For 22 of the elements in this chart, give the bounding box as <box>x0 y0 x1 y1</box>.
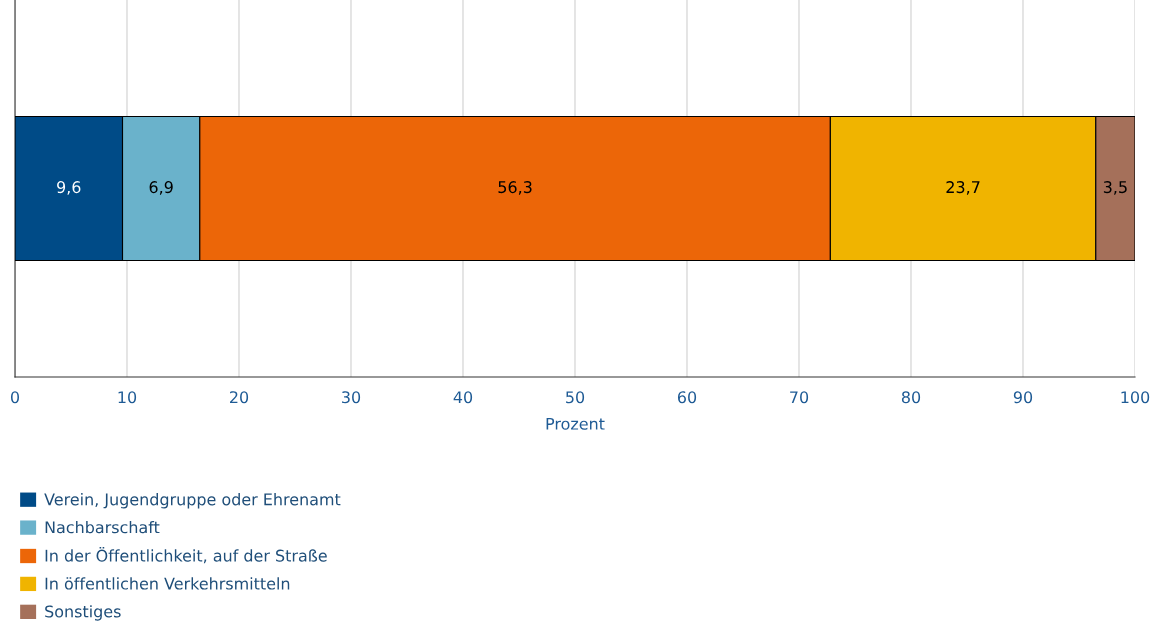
x-tick-label: 50 <box>566 391 585 404</box>
x-tick-label: 80 <box>901 391 921 404</box>
x-tick-label: 100 <box>1121 391 1150 404</box>
data-label: 23,7 <box>946 181 980 195</box>
data-label: 3,5 <box>1103 181 1127 195</box>
x-tick-label: 20 <box>230 391 249 404</box>
x-tick-label: 70 <box>790 391 809 404</box>
data-label: 56,3 <box>498 181 532 195</box>
x-tick-label: 40 <box>453 391 473 404</box>
data-label: 9,6 <box>57 181 81 195</box>
x-tick-label: 0 <box>10 391 20 404</box>
x-tick-label: 90 <box>1013 391 1033 404</box>
x-axis-title: Prozent <box>546 417 605 430</box>
x-tick-label: 60 <box>677 391 697 404</box>
legend-label: Sonstiges <box>45 605 121 621</box>
x-tick-label: 10 <box>118 391 137 404</box>
legend-label: In öffentlichen Verkehrsmitteln <box>45 577 290 590</box>
x-tick-label: 30 <box>342 391 361 404</box>
legend-label: Verein, Jugendgruppe oder Ehrenamt <box>44 493 341 509</box>
data-label: 6,9 <box>149 181 173 195</box>
legend-label: In der Öffentlichkeit, auf der Straße <box>45 546 327 564</box>
legend-label: Nachbarschaft <box>45 520 160 534</box>
